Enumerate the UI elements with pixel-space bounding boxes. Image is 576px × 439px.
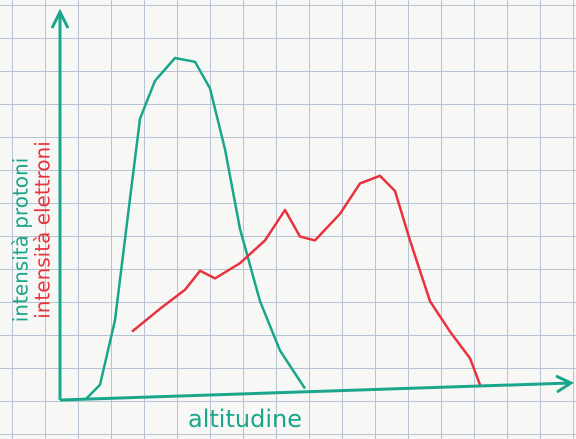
series-line — [132, 176, 480, 385]
x-axis — [60, 383, 570, 400]
x-axis-label: altitudine — [188, 405, 302, 433]
series-label: intensità elettroni — [31, 141, 55, 319]
chart: altitudine intensità protoniintensità el… — [0, 0, 576, 439]
series-label: intensità protoni — [9, 158, 33, 323]
page: altitudine intensità protoniintensità el… — [0, 0, 576, 439]
